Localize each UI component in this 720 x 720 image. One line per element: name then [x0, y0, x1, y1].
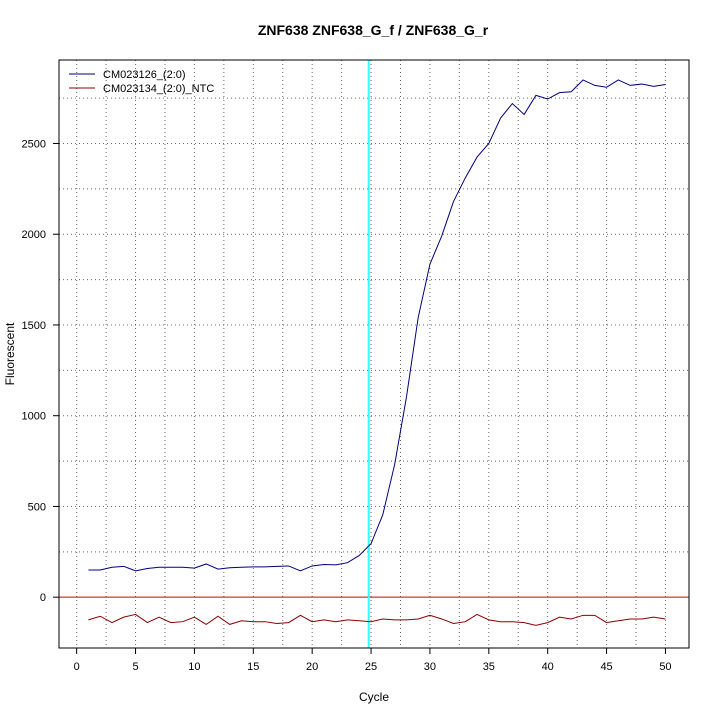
x-tick-label: 35	[483, 661, 495, 673]
plot-frame	[58, 59, 690, 649]
y-tick-label: 1000	[22, 411, 46, 423]
series-line-2	[88, 613, 666, 626]
series-line-1	[88, 79, 666, 572]
legend-label-2: CM023134_(2:0)_NTC	[103, 83, 214, 95]
x-tick-label: 10	[188, 661, 200, 673]
y-axis: 0 500 1000 1500 2000 2500	[22, 138, 59, 604]
reference-lines	[59, 60, 689, 648]
x-tick-label: 0	[74, 661, 80, 673]
y-tick-label: 0	[40, 592, 46, 604]
x-tick-label: 25	[365, 661, 377, 673]
legend-label-1: CM023126_(2:0)	[103, 69, 186, 81]
chart-title: ZNF638 ZNF638_G_f / ZNF638_G_r	[258, 22, 489, 38]
x-tick-label: 30	[424, 661, 436, 673]
x-axis: 0 5 10 15 20 25 30 35 40 45 50	[74, 648, 672, 673]
series-layer	[88, 79, 666, 626]
y-tick-label: 2500	[22, 138, 46, 150]
x-axis-label: Cycle	[359, 690, 389, 704]
y-tick-label: 500	[28, 501, 46, 513]
y-tick-label: 1500	[22, 320, 46, 332]
x-tick-label: 45	[600, 661, 612, 673]
grid-lines	[59, 60, 689, 648]
x-tick-label: 15	[247, 661, 259, 673]
x-tick-label: 40	[542, 661, 554, 673]
x-tick-label: 50	[659, 661, 671, 673]
y-axis-label: Fluorescent	[3, 322, 17, 385]
legend: CM023126_(2:0) CM023134_(2:0)_NTC	[69, 69, 214, 95]
y-tick-label: 2000	[22, 229, 46, 241]
x-tick-label: 5	[132, 661, 138, 673]
x-tick-label: 20	[306, 661, 318, 673]
